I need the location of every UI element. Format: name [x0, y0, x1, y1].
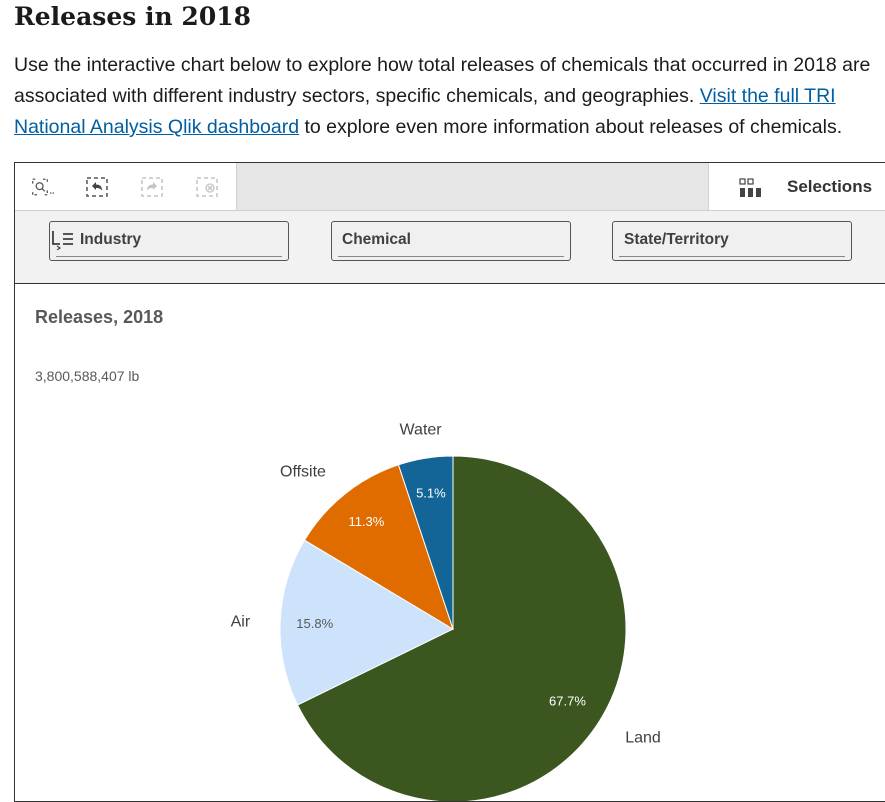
step-back-button[interactable]: [85, 175, 109, 199]
selections-grid-icon: [739, 178, 761, 197]
step-back-icon: [86, 177, 108, 197]
pie-category-label-water: Water: [400, 422, 443, 439]
qlik-embed: Selections Industry Chemical State/Terri…: [14, 162, 885, 802]
pie-percent-label-land: 67.7%: [549, 693, 586, 708]
qlik-toolbar: Selections: [15, 163, 885, 211]
chemical-filter-label: Chemical: [342, 231, 411, 248]
clear-selections-icon: [196, 177, 218, 197]
qlik-dashboard-link[interactable]: Visit the full TRI National Analysis Qli…: [14, 85, 836, 138]
smart-search-icon: [32, 178, 55, 196]
state-territory-filter-label: State/Territory: [624, 231, 729, 248]
pie-percent-label-water: 5.1%: [416, 485, 446, 500]
filter-list-icon: [52, 231, 73, 250]
pie-percent-label-air: 15.8%: [296, 616, 333, 631]
pie-slice-land[interactable]: [296, 455, 627, 802]
smart-search-button[interactable]: [31, 175, 55, 199]
selection-tools: [15, 163, 237, 210]
selections-button[interactable]: Selections: [708, 163, 885, 210]
intro-text: Use the interactive chart below to explo…: [14, 54, 871, 107]
filter-underline: [56, 256, 282, 257]
filter-bar: Industry Chemical State/Territory: [15, 211, 885, 284]
pie-slice-air[interactable]: [279, 539, 455, 706]
page-title: Releases in 2018: [14, 2, 251, 31]
pie-category-label-offsite: Offsite: [280, 464, 326, 481]
selections-label: Selections: [787, 177, 873, 196]
step-forward-icon: [141, 177, 163, 197]
industry-filter[interactable]: Industry: [49, 221, 289, 261]
state-territory-filter[interactable]: State/Territory: [612, 221, 852, 261]
pie-percent-label-offsite: 11.3%: [348, 514, 384, 529]
intro-paragraph: Use the interactive chart below to explo…: [14, 50, 885, 143]
industry-filter-label: Industry: [80, 231, 142, 248]
intro-tail: to explore even more information about r…: [299, 116, 843, 138]
filter-underline: [338, 256, 564, 257]
chart-total: 3,800,588,407 lb: [35, 368, 140, 384]
pie-category-label-air: Air: [231, 613, 251, 630]
pie-chart: 67.7% Land 15.8% Air 11.3% Offsite 5.1% Water: [231, 422, 661, 802]
pie-category-label-land: Land: [625, 730, 661, 747]
pie-slice-offsite[interactable]: [303, 464, 454, 631]
filter-underline: [619, 256, 845, 257]
clear-selections-button[interactable]: [195, 175, 219, 199]
pie-slice-water[interactable]: [397, 455, 454, 630]
chart-title: Releases, 2018: [35, 307, 164, 327]
step-forward-button[interactable]: [140, 175, 164, 199]
chemical-filter[interactable]: Chemical: [331, 221, 571, 261]
